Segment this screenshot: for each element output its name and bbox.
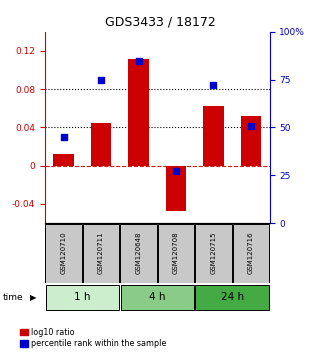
Bar [232,224,269,282]
Bar [45,224,82,282]
Bar [120,224,157,282]
Text: GSM120710: GSM120710 [61,232,67,274]
Text: GSM120715: GSM120715 [211,232,216,274]
Bar [166,166,186,211]
Bar [91,123,111,166]
Text: 4 h: 4 h [149,292,166,302]
Bar [241,116,261,166]
Bar [121,285,194,310]
Bar [46,285,119,310]
Bar [203,107,224,166]
Bar [158,224,194,282]
Point [248,123,254,129]
Text: 24 h: 24 h [221,292,244,302]
Text: time: time [3,293,24,302]
Text: GSM120711: GSM120711 [98,232,104,274]
Bar [195,224,232,282]
Bar [195,285,269,310]
Point [173,169,178,174]
Text: GSM120648: GSM120648 [135,232,142,274]
Point [136,58,141,63]
Text: GDS3433 / 18172: GDS3433 / 18172 [105,16,216,29]
Legend: log10 ratio, percentile rank within the sample: log10 ratio, percentile rank within the … [20,328,167,348]
Text: ▶: ▶ [30,293,37,302]
Text: GSM120716: GSM120716 [248,232,254,274]
Text: 1 h: 1 h [74,292,91,302]
Bar [53,154,74,166]
Bar [83,224,119,282]
Bar [128,59,149,166]
Point [99,77,104,82]
Point [61,134,66,140]
Point [211,82,216,88]
Text: GSM120708: GSM120708 [173,232,179,274]
